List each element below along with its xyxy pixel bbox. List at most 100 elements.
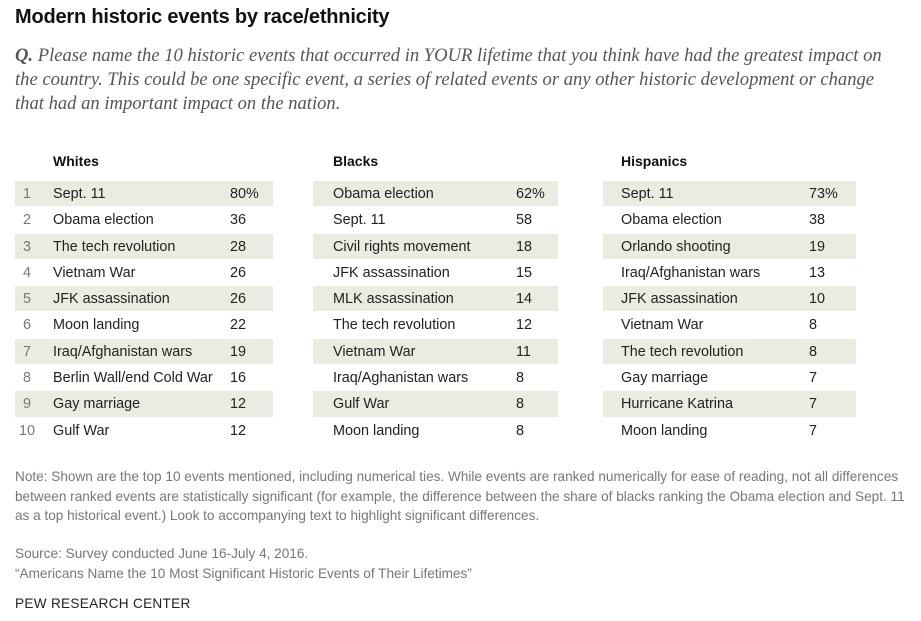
footnote: Note: Shown are the top 10 events mentio…	[15, 469, 905, 524]
event-label: JFK assassination	[621, 291, 738, 308]
table-row: 8 Berlin Wall/end Cold War 16	[15, 365, 273, 392]
event-percentage: 8	[516, 370, 525, 387]
table-row: The tech revolution 12	[313, 312, 558, 339]
event-percentage: 62%	[516, 186, 545, 202]
rank-number: 7	[22, 343, 31, 360]
rank-number: 5	[22, 291, 31, 308]
question-prefix: Q.	[15, 45, 34, 66]
event-label: Sept. 11	[53, 186, 106, 202]
table-row: The tech revolution 8	[603, 338, 856, 366]
table-row: 10 Gulf War 12	[15, 418, 273, 444]
event-percentage: 16	[230, 370, 247, 387]
table-row: 9 Gay marriage 12	[15, 391, 273, 418]
event-label: Gay marriage	[53, 396, 141, 413]
table-row: 2 Obama election 36	[15, 207, 273, 234]
event-label: Gulf War	[53, 422, 110, 439]
event-percentage: 15	[516, 264, 533, 281]
event-label: Berlin Wall/end Cold War	[53, 370, 213, 387]
rank-number: 10	[18, 422, 35, 439]
event-percentage: 8	[809, 343, 818, 360]
event-label: The tech revolution	[53, 238, 176, 255]
table-row: MLK assassination 14	[313, 286, 558, 313]
table-row: Vietnam War 8	[603, 312, 856, 339]
report-title: “Americans Name the 10 Most Significant …	[15, 566, 472, 581]
table-row: Obama election 62%	[313, 181, 558, 208]
table-row: Sept. 11 58	[313, 207, 558, 234]
event-percentage: 7	[809, 422, 818, 439]
table-row: JFK assassination 15	[313, 260, 558, 287]
event-percentage: 58	[516, 212, 533, 229]
table-row: Iraq/Afghanistan wars 13	[603, 260, 856, 287]
event-percentage: 7	[809, 396, 818, 413]
event-label: Hurricane Katrina	[621, 396, 733, 413]
event-percentage: 8	[809, 317, 818, 334]
group-header: Hispanics	[621, 153, 688, 169]
event-percentage: 10	[809, 291, 826, 308]
table-row: 1 Sept. 11 80%	[15, 181, 273, 208]
rank-number: 6	[22, 317, 31, 334]
table-row: Sept. 11 73%	[603, 181, 856, 208]
table-row: Moon landing 8	[313, 418, 558, 444]
event-percentage: 80%	[230, 186, 259, 202]
event-label: Orlando shooting	[621, 238, 731, 255]
event-percentage: 26	[230, 264, 247, 281]
rank-number: 9	[22, 396, 31, 413]
event-percentage: 18	[516, 238, 533, 255]
event-label: Obama election	[621, 212, 722, 229]
table-row: Gay marriage 7	[603, 365, 856, 392]
event-label: JFK assassination	[333, 264, 450, 281]
table-row: 5 JFK assassination 26	[15, 286, 273, 313]
event-percentage: 7	[809, 370, 818, 387]
event-percentage: 11	[516, 343, 531, 360]
event-percentage: 26	[230, 291, 247, 308]
event-label: Moon landing	[53, 317, 140, 334]
event-percentage: 38	[809, 212, 826, 229]
event-percentage: 8	[516, 422, 525, 439]
table-row: Obama election 38	[603, 207, 856, 234]
event-label: Vietnam War	[621, 317, 704, 334]
event-label: Obama election	[333, 186, 434, 202]
event-label: Sept. 11	[333, 212, 386, 229]
event-label: Iraq/Afghanistan wars	[621, 264, 761, 281]
event-percentage: 28	[230, 238, 247, 255]
question-text: Please name the 10 historic events that …	[15, 45, 882, 114]
table-rows: Obama election 62% Sept. 11 58 Civil rights …	[313, 181, 558, 444]
event-percentage: 19	[809, 238, 826, 255]
table-row: Hurricane Katrina 7	[603, 391, 856, 418]
rank-number: 1	[22, 186, 31, 202]
event-label: The tech revolution	[333, 317, 456, 334]
event-percentage: 8	[516, 396, 525, 413]
rank-number: 8	[22, 370, 31, 387]
event-label: JFK assassination	[53, 291, 170, 308]
event-label: Vietnam War	[53, 264, 136, 281]
rank-number: 2	[22, 212, 31, 229]
chart-title: Modern historic events by race/ethnicity	[15, 6, 390, 28]
event-percentage: 12	[230, 396, 247, 413]
rank-number: 3	[22, 238, 31, 255]
table-row: Vietnam War 11	[313, 338, 558, 366]
event-percentage: 14	[516, 291, 533, 308]
table-row: 4 Vietnam War 26	[15, 260, 273, 287]
event-label: Obama election	[53, 212, 154, 229]
survey-question: Q. Please name the 10 historic events th…	[15, 44, 895, 116]
event-percentage: 36	[230, 212, 247, 229]
brand-logo-text: PEW RESEARCH CENTER	[15, 596, 191, 611]
event-percentage: 12	[230, 422, 247, 439]
event-label: Moon landing	[621, 422, 708, 439]
event-label: Vietnam War	[333, 343, 416, 360]
table-group-hispanics: Hispanics Sept. 11 73% Obama election 38 Orl…	[603, 150, 856, 444]
table-rows: 1 Sept. 11 80% 2 Obama election 36 3 The tech r…	[15, 181, 273, 444]
event-label: Gulf War	[333, 396, 390, 413]
table-row: Orlando shooting 19	[603, 233, 856, 260]
table-row: Moon landing 7	[603, 418, 856, 444]
event-percentage: 12	[516, 317, 533, 334]
event-label: The tech revolution	[621, 343, 744, 360]
table-group-whites: Whites 1 Sept. 11 80% 2 Obama election 36 3 The…	[15, 150, 273, 444]
event-percentage: 73%	[809, 186, 838, 202]
event-percentage: 13	[809, 264, 826, 281]
table-rows: Sept. 11 73% Obama election 38 Orlando shoot…	[603, 181, 856, 444]
table-row: JFK assassination 10	[603, 286, 856, 313]
source-line: Source: Survey conducted June 16-July 4,…	[15, 546, 309, 561]
table-row: 6 Moon landing 22	[15, 312, 273, 339]
event-label: MLK assassination	[333, 291, 454, 308]
